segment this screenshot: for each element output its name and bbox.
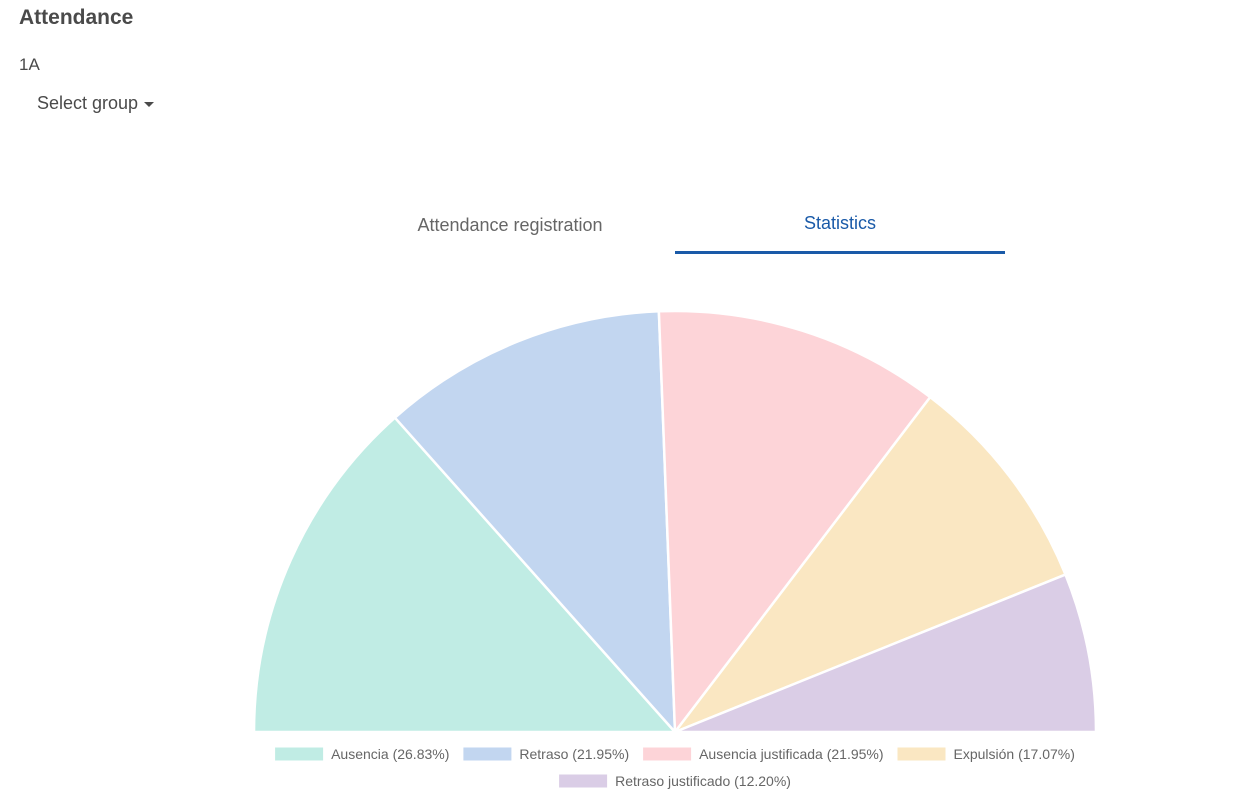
legend-swatch[interactable] (463, 747, 512, 761)
caret-down-icon (144, 102, 155, 107)
chart-legend: Ausencia (26.83%) Retraso (21.95%) Ausenci… (275, 746, 1075, 789)
legend-label[interactable]: Ausencia justificada (21.95%) (699, 746, 883, 762)
legend-label[interactable]: Retraso justificado (12.20%) (615, 773, 791, 789)
tab-bar: Attendance registration Statistics (345, 196, 1005, 254)
legend-swatch[interactable] (643, 747, 692, 761)
pie-slice-ausencia[interactable] (252, 416, 677, 734)
tab-attendance-registration[interactable]: Attendance registration (417, 214, 603, 235)
legend-swatch[interactable] (559, 774, 608, 788)
pie-slice-expulsión[interactable] (673, 395, 1067, 734)
tab-statistics[interactable]: Statistics (675, 196, 1005, 254)
select-group-dropdown[interactable]: Select group (37, 93, 155, 114)
page-title: Attendance (19, 6, 134, 29)
pie-slice-retraso[interactable] (393, 310, 677, 734)
pie-slice-retraso-justificado[interactable] (673, 573, 1098, 734)
legend-swatch[interactable] (275, 747, 324, 761)
pie-slice-ausencia-justificada[interactable] (657, 309, 932, 734)
group-name: 1A (19, 55, 40, 74)
select-group-label: Select group (37, 93, 139, 113)
legend-label[interactable]: Expulsión (17.07%) (954, 746, 1075, 762)
legend-swatch[interactable] (897, 747, 946, 761)
legend-label[interactable]: Ausencia (26.83%) (331, 746, 449, 762)
pie-slices (252, 309, 1098, 734)
legend-label[interactable]: Retraso (21.95%) (519, 746, 629, 762)
